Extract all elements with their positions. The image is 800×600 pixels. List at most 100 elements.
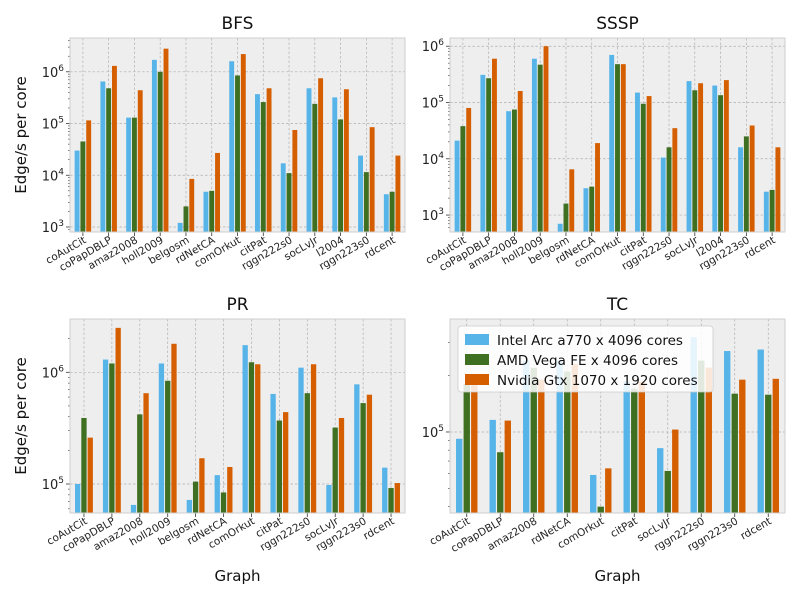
bar-intel-citPat (635, 92, 640, 232)
bar-nvidia-l2004 (343, 89, 349, 232)
bar-amd-socLvJr (692, 90, 698, 233)
bar-amd-rggn222s0 (666, 147, 672, 232)
bar-amd-socLvJr (332, 427, 338, 513)
y-tick-label: 106 (42, 364, 65, 381)
bar-amd-coPapDBLP (497, 452, 504, 513)
bar-amd-amaz2008 (137, 414, 143, 513)
y-tick-label: 105 (422, 95, 444, 112)
bar-intel-coAutCit (74, 150, 80, 232)
y-tick-label: 103 (42, 219, 64, 236)
bar-amd-rggn223s0 (360, 403, 366, 513)
bar-nvidia-amaz2008 (517, 91, 523, 232)
panel-sssp: 103104105106coAutCitcoPapDBLPamaz2008hol… (422, 14, 786, 274)
bar-amd-amaz2008 (511, 109, 517, 232)
bar-amd-coAutCit (81, 417, 87, 513)
bar-nvidia-rggn222s0 (705, 367, 712, 513)
plot-border (69, 318, 406, 514)
bar-nvidia-comOrkut (255, 364, 261, 513)
bar-intel-rdNetCA (214, 475, 220, 513)
bar-amd-rdNetCA (564, 371, 571, 513)
bar-amd-rdcent (389, 191, 395, 232)
x-tick-label: rdcent (361, 515, 396, 542)
bar-intel-amaz2008 (523, 360, 530, 513)
x-axis-label: Graph (214, 567, 260, 585)
bar-nvidia-rggn222s0 (310, 364, 317, 513)
bar-amd-belgosm (192, 481, 199, 513)
bar-amd-socLvJr (312, 103, 318, 232)
y-tick-label: 104 (42, 167, 65, 184)
bar-nvidia-belgosm (569, 169, 575, 232)
bar-amd-socLvJr (664, 470, 671, 513)
plot-border (449, 37, 786, 233)
bar-amd-rdcent (769, 189, 775, 232)
bar-nvidia-rggn222s0 (292, 129, 298, 232)
bar-intel-coPapDBLP (480, 74, 486, 233)
bar-intel-belgosm (557, 223, 563, 232)
bar-nvidia-coPapDBLP (112, 65, 117, 232)
bar-intel-citPat (623, 380, 630, 513)
bar-intel-rggn223s0 (354, 384, 360, 513)
bar-nvidia-socLvJr (672, 429, 679, 513)
bar-intel-comOrkut (590, 474, 597, 513)
bar-amd-citPat (276, 420, 283, 513)
plot-border (69, 37, 406, 233)
bar-intel-rdcent (757, 349, 764, 513)
bar-intel-rggn223s0 (724, 351, 731, 513)
bar-nvidia-holl2009 (171, 343, 177, 513)
legend-swatch-nvidia (465, 374, 489, 385)
bar-amd-amaz2008 (530, 367, 537, 513)
legend-box (457, 325, 714, 393)
bar-intel-belgosm (177, 222, 183, 232)
bar-amd-rggn222s0 (304, 393, 310, 513)
bar-intel-holl2009 (151, 59, 157, 232)
bar-amd-coAutCit (463, 384, 470, 513)
bar-intel-rdNetCA (203, 191, 209, 232)
bar-nvidia-citPat (283, 412, 289, 513)
bar-nvidia-rdcent (394, 483, 400, 513)
bar-amd-comOrkut (248, 362, 255, 513)
bar-intel-holl2009 (158, 363, 165, 513)
bar-nvidia-rggn223s0 (749, 125, 755, 232)
bar-intel-comOrkut (242, 345, 248, 513)
bar-intel-socLvJr (686, 81, 692, 232)
bar-intel-socLvJr (326, 484, 332, 513)
panel-pr: 105106coAutCitcoPapDBLPamaz2008holl2009b… (12, 295, 406, 585)
bar-intel-rdcent (383, 194, 389, 232)
bar-nvidia-belgosm (199, 458, 205, 513)
bar-nvidia-rggn222s0 (672, 128, 678, 232)
bar-nvidia-citPat (638, 381, 645, 513)
bar-amd-rdNetCA (209, 190, 215, 232)
bar-nvidia-rggn223s0 (739, 379, 746, 513)
bar-nvidia-coPapDBLP (504, 420, 511, 513)
bar-intel-rggn222s0 (690, 337, 697, 513)
bar-intel-rdcent (382, 467, 388, 513)
legend: Intel Arc a770 x 4096 cores AMD Vega FE x… (457, 325, 714, 393)
bar-nvidia-coAutCit (466, 107, 472, 232)
y-tick-label: 106 (42, 64, 65, 81)
bar-nvidia-amaz2008 (137, 90, 143, 232)
bar-nvidia-rggn223s0 (369, 127, 375, 232)
bar-nvidia-coAutCit (86, 120, 92, 232)
panel-title: BFS (222, 14, 254, 34)
panel-title: SSSP (596, 14, 639, 34)
bar-nvidia-rdcent (775, 147, 781, 232)
bar-intel-coAutCit (456, 438, 463, 513)
bar-intel-l2004 (712, 85, 718, 232)
bar-intel-coPapDBLP (100, 81, 106, 232)
bar-amd-comOrkut (235, 75, 240, 233)
bar-intel-coAutCit (454, 140, 460, 232)
bar-intel-l2004 (332, 97, 338, 232)
bar-amd-rggn223s0 (363, 172, 369, 232)
bar-amd-l2004 (338, 119, 344, 232)
bar-amd-citPat (631, 388, 638, 513)
bar-intel-rggn223s0 (738, 147, 743, 232)
bar-amd-belgosm (563, 203, 569, 232)
bar-amd-coPapDBLP (106, 88, 112, 232)
y-tick-label: 106 (422, 38, 445, 55)
bar-amd-rggn223s0 (731, 393, 738, 513)
bar-amd-comOrkut (615, 64, 620, 232)
bar-intel-socLvJr (306, 88, 312, 232)
bar-amd-belgosm (183, 206, 189, 232)
y-axis-label: Edge/s per core (12, 357, 30, 475)
